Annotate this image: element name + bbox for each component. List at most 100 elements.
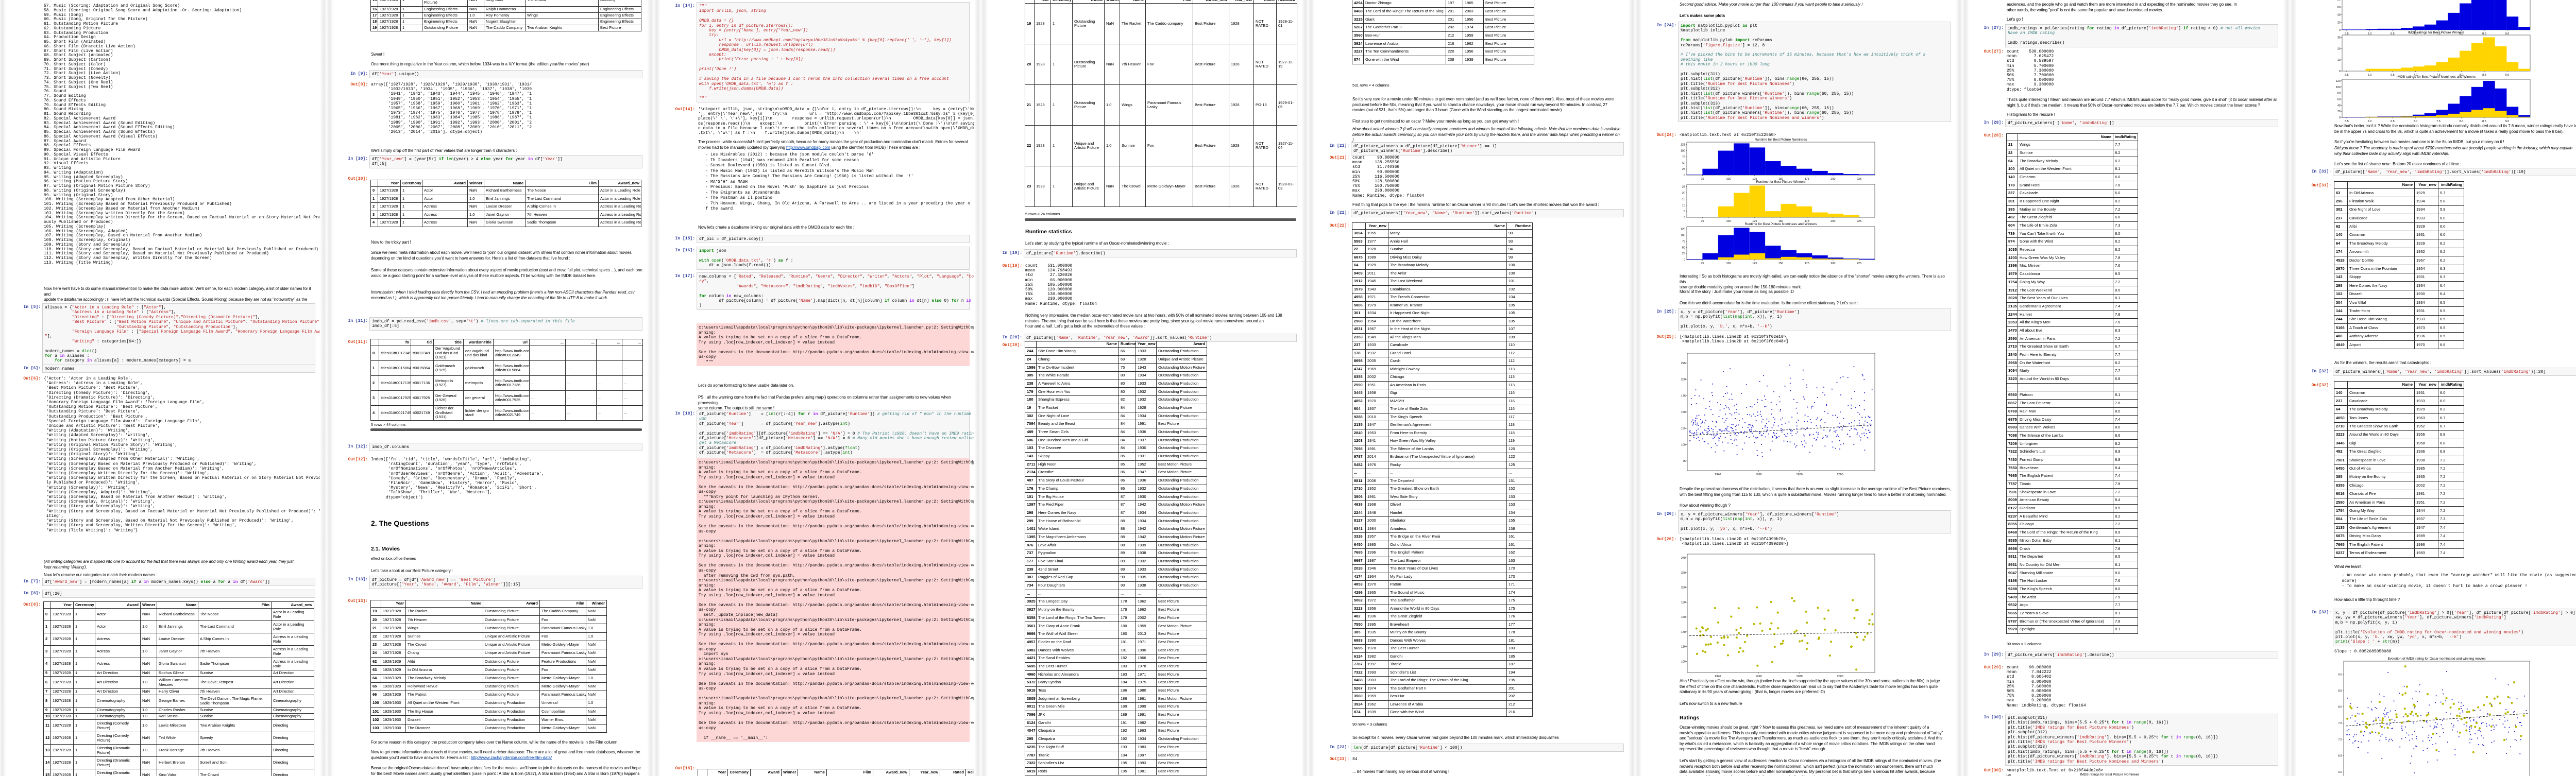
svg-text:Runtime for Best Picture Winne: Runtime for Best Picture Winners [1756,180,1806,184]
svg-text:Runtime for Best Picture Nomin: Runtime for Best Picture Nominees and Wi… [1745,222,1818,226]
svg-text:0: 0 [1684,216,1685,219]
svg-text:175: 175 [1805,178,1809,181]
svg-text:8.5: 8.5 [2482,74,2486,77]
svg-text:60: 60 [2337,98,2341,101]
svg-text:7.0: 7.0 [2414,120,2418,123]
svg-text:20: 20 [2337,47,2341,50]
svg-text:125: 125 [1752,178,1757,181]
svg-text:8.0: 8.0 [2460,120,2464,123]
svg-text:6.5: 6.5 [2338,755,2342,758]
svg-text:9.0: 9.0 [2338,673,2342,676]
svg-text:IMDB ratings for Best Picture: IMDB ratings for Best Picture Nominees a… [2397,75,2476,79]
svg-text:6.0: 6.0 [2368,74,2372,77]
svg-text:7.5: 7.5 [2436,32,2441,36]
svg-text:200: 200 [1681,587,1686,590]
svg-text:50: 50 [1682,162,1685,165]
svg-text:120: 120 [1681,646,1686,649]
svg-text:140: 140 [1681,631,1686,634]
svg-text:225: 225 [1681,362,1686,365]
svg-text:6.0: 6.0 [2368,32,2372,36]
svg-text:100: 100 [1726,220,1731,223]
svg-text:120: 120 [2336,80,2341,83]
svg-text:20: 20 [1682,192,1685,195]
svg-text:8.5: 8.5 [2482,32,2486,36]
svg-text:0: 0 [2339,116,2341,119]
svg-text:7.0: 7.0 [2414,74,2418,77]
svg-text:150: 150 [1778,178,1783,181]
svg-text:10: 10 [2337,59,2341,62]
svg-text:25: 25 [1682,186,1685,189]
svg-text:20: 20 [2337,110,2341,113]
svg-text:1940: 1940 [1715,473,1721,476]
svg-text:5.5: 5.5 [2345,32,2349,36]
svg-text:30: 30 [2337,36,2341,39]
svg-text:240: 240 [1681,557,1686,560]
svg-text:40: 40 [2337,104,2341,107]
svg-text:100: 100 [1726,178,1731,181]
svg-text:200: 200 [1831,220,1835,223]
svg-text:1940: 1940 [1715,675,1721,678]
svg-text:25: 25 [1682,252,1685,255]
svg-text:125: 125 [1752,220,1757,223]
svg-text:180: 180 [1681,601,1686,604]
svg-text:7.5: 7.5 [2338,722,2342,725]
svg-text:IMDB ratings for Best Picture: IMDB ratings for Best Picture Nominees [2080,773,2140,776]
svg-text:125: 125 [1681,144,1685,147]
svg-text:0: 0 [2339,70,2341,73]
svg-text:175: 175 [1681,394,1686,398]
svg-text:8.5: 8.5 [2338,689,2342,693]
svg-text:8.0: 8.0 [2460,32,2464,36]
svg-text:60: 60 [2337,6,2341,9]
svg-text:100: 100 [1681,443,1686,446]
svg-text:175: 175 [1805,262,1809,265]
svg-text:6.5: 6.5 [2391,32,2395,36]
svg-text:9.0: 9.0 [2505,32,2510,36]
svg-text:1980: 1980 [1796,675,1802,678]
svg-text:200: 200 [1681,378,1686,382]
svg-text:100: 100 [1681,150,1685,153]
svg-text:225: 225 [1857,262,1861,265]
svg-text:100: 100 [1726,262,1731,265]
svg-text:1980: 1980 [1796,473,1802,476]
svg-text:10: 10 [1682,204,1685,207]
svg-text:IMDB ratings for Best Picture: IMDB ratings for Best Picture Winners [2408,31,2465,35]
svg-text:8.5: 8.5 [2482,120,2486,123]
svg-text:7.0: 7.0 [2338,738,2342,741]
svg-text:75: 75 [1682,156,1685,159]
svg-text:8.0: 8.0 [2338,706,2342,709]
svg-text:5: 5 [1684,210,1685,213]
svg-text:15: 15 [1682,198,1685,201]
svg-text:100: 100 [2336,86,2341,89]
svg-text:75: 75 [1682,240,1685,243]
svg-text:5.5: 5.5 [2345,74,2349,77]
svg-text:2000: 2000 [1837,473,1843,476]
svg-text:175: 175 [1805,220,1809,223]
svg-text:Evolution of IMDB rating for O: Evolution of IMDB rating for Oscar-nomin… [2387,657,2486,661]
svg-text:1960: 1960 [1755,473,1761,476]
svg-text:225: 225 [1857,220,1861,223]
svg-text:1960: 1960 [1755,675,1761,678]
svg-text:200: 200 [1831,262,1835,265]
svg-text:75: 75 [1701,262,1704,265]
svg-text:75: 75 [1701,220,1704,223]
svg-text:125: 125 [1681,228,1685,231]
svg-text:8.0: 8.0 [2460,74,2464,77]
svg-text:20: 20 [2337,21,2341,24]
svg-text:150: 150 [1778,262,1783,265]
svg-text:6.0: 6.0 [2338,771,2342,774]
svg-text:0: 0 [1684,258,1685,262]
svg-text:5.5: 5.5 [2345,120,2349,123]
svg-text:75: 75 [1683,460,1686,463]
svg-text:0: 0 [2339,29,2341,32]
svg-text:160: 160 [1681,616,1686,619]
svg-text:6.0: 6.0 [2368,120,2372,123]
svg-text:220: 220 [1681,572,1686,575]
svg-text:7.5: 7.5 [2436,120,2441,123]
svg-text:200: 200 [1831,178,1835,181]
svg-text:7.0: 7.0 [2414,32,2418,36]
svg-text:50: 50 [1682,246,1685,249]
svg-text:80: 80 [2337,92,2341,95]
svg-text:6.5: 6.5 [2391,74,2395,77]
svg-text:7.5: 7.5 [2436,74,2441,77]
svg-text:40: 40 [2337,14,2341,17]
